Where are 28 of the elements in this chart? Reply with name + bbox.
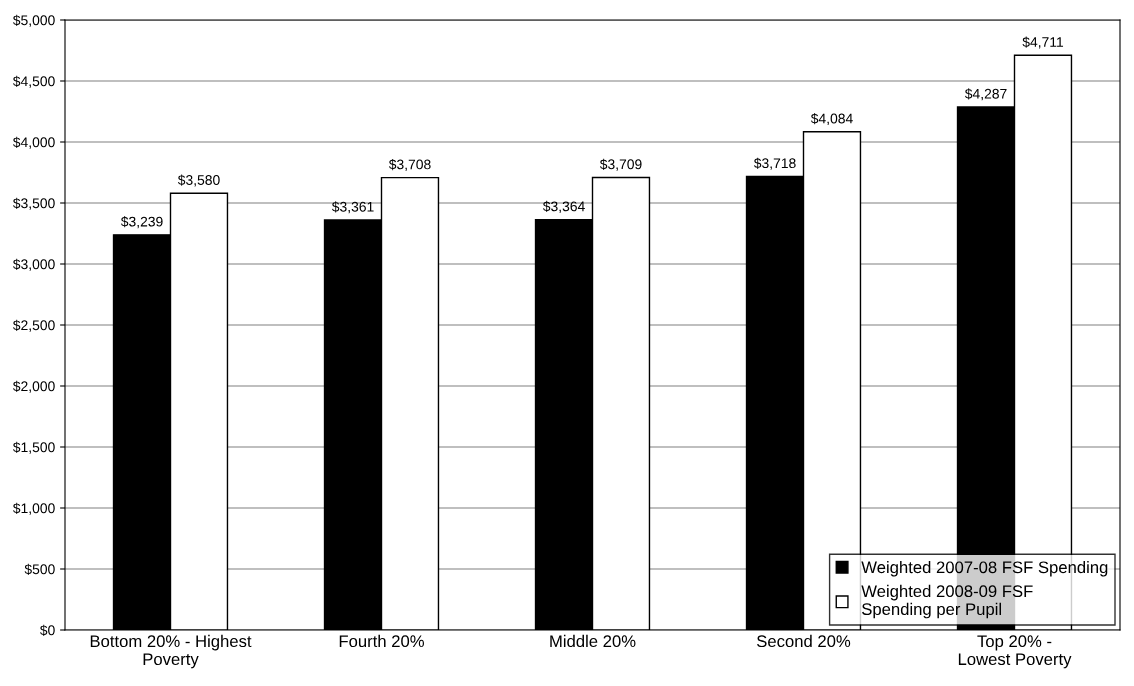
x-tick-label: Middle 20%	[550, 634, 636, 648]
data-label: $3,718	[753, 157, 796, 170]
x-tick-label: Top 20% - Lowest Poverty	[958, 635, 1072, 669]
y-tick-label: $2,000	[12, 380, 55, 393]
data-label: $3,364	[542, 200, 585, 213]
data-label: $3,580	[177, 174, 220, 187]
data-label: $3,361	[331, 201, 374, 214]
y-tick-label: $4,000	[12, 136, 55, 149]
data-label: $3,708	[388, 158, 431, 171]
x-tick-label: Second 20%	[757, 634, 851, 648]
legend-label: Weighted 2008-09 FSF Spending per Pupil	[861, 584, 1033, 619]
y-tick-label: $1,000	[12, 502, 55, 515]
x-tick-label: Bottom 20% - Highest Poverty	[90, 634, 252, 669]
y-tick-label: $1,500	[12, 441, 55, 454]
y-tick-label: $2,500	[12, 319, 55, 332]
legend-label: Weighted 2007-08 FSF Spending	[861, 560, 1108, 577]
y-tick-label: $3,500	[12, 197, 55, 210]
y-tick-label: $500	[24, 563, 55, 575]
y-tick-label: $5,000	[12, 14, 55, 27]
data-label: $4,287	[964, 88, 1007, 101]
data-label: $3,239	[120, 216, 163, 229]
y-tick-label: $3,000	[12, 258, 55, 271]
data-label: $4,711	[1022, 36, 1064, 49]
y-tick-label: $4,500	[12, 75, 55, 88]
x-tick-label: Fourth 20%	[339, 634, 424, 648]
data-label: $4,084	[810, 113, 853, 126]
y-tick-label: $0	[39, 624, 55, 636]
data-label: $3,709	[599, 158, 642, 171]
